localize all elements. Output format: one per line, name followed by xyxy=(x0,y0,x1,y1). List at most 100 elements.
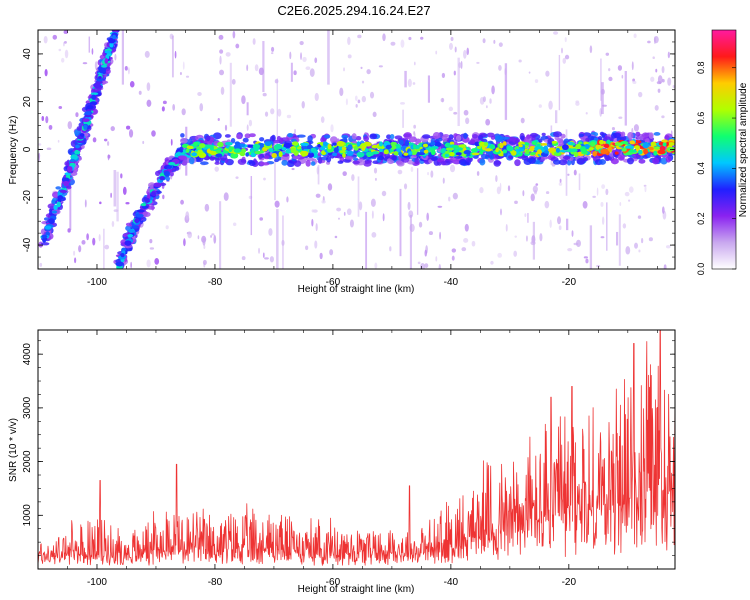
spectrogram-y-axis-label: Frequency (Hz) xyxy=(8,116,19,185)
noise-blob xyxy=(103,138,108,142)
snr-y-ticks: 1000 2000 3000 4000 xyxy=(22,340,675,570)
noise-blob xyxy=(558,182,563,186)
halo-blob xyxy=(626,157,635,165)
halo-blob xyxy=(165,176,171,182)
core-blob xyxy=(410,149,418,156)
halo-blob xyxy=(230,137,236,144)
noise-blob xyxy=(270,108,275,115)
halo-blob xyxy=(259,137,265,142)
halo-blob xyxy=(344,156,354,160)
noise-blob xyxy=(378,65,383,68)
core-blob xyxy=(590,141,596,147)
halo-blob xyxy=(342,136,348,143)
noise-blob xyxy=(532,185,538,193)
spectrogram-x-tick-label: -60 xyxy=(326,277,341,288)
spectrogram-y-tick-label: 40 xyxy=(22,48,33,60)
streak-blob xyxy=(219,201,222,269)
noise-blob xyxy=(223,192,229,201)
noise-blob xyxy=(241,95,246,105)
streak-blob xyxy=(357,176,360,217)
noise-blob xyxy=(625,246,631,255)
core-blob xyxy=(291,141,299,146)
noise-blob xyxy=(358,201,363,211)
core-blob xyxy=(310,148,317,153)
noise-blob xyxy=(174,50,177,59)
streak-blob xyxy=(116,171,119,222)
streak-blob xyxy=(578,173,581,191)
noise-blob xyxy=(369,91,375,99)
noise-blob xyxy=(197,92,202,97)
noise-blob xyxy=(235,176,239,179)
halo-blob xyxy=(200,161,209,165)
noise-blob xyxy=(263,177,266,181)
core-blob xyxy=(124,240,132,246)
colorbar-tick-label: 0.0 xyxy=(696,263,706,276)
noise-blob xyxy=(357,99,361,104)
halo-blob xyxy=(508,155,514,160)
halo-blob xyxy=(115,270,123,277)
noise-blob xyxy=(439,231,441,240)
streak-blob xyxy=(527,213,529,223)
halo-blob xyxy=(463,132,468,140)
noise-blob xyxy=(672,84,675,89)
noise-blob xyxy=(138,90,142,95)
noise-blob xyxy=(58,105,63,109)
noise-blob xyxy=(44,69,48,77)
noise-blob xyxy=(522,190,525,197)
core-blob xyxy=(449,141,455,146)
noise-blob xyxy=(185,75,190,78)
noise-blob xyxy=(420,36,424,40)
noise-blob xyxy=(124,66,128,71)
noise-blob xyxy=(634,242,638,249)
noise-blob xyxy=(343,67,346,72)
noise-blob xyxy=(330,124,334,133)
core-blob xyxy=(451,145,459,149)
noise-blob xyxy=(663,264,667,269)
noise-blob xyxy=(535,183,539,186)
streak-blob xyxy=(276,78,278,148)
snr-x-tick-label: -60 xyxy=(326,577,341,588)
noise-blob xyxy=(99,201,102,205)
noise-blob xyxy=(498,42,503,47)
noise-blob xyxy=(41,115,45,121)
core-blob xyxy=(91,94,97,100)
noise-blob xyxy=(601,216,605,225)
halo-blob xyxy=(641,132,650,138)
halo-blob xyxy=(465,157,473,163)
noise-blob xyxy=(162,194,165,200)
core-blob xyxy=(448,152,455,157)
noise-blob xyxy=(64,49,69,59)
noise-blob xyxy=(661,78,665,83)
core-blob xyxy=(136,213,144,218)
noise-blob xyxy=(334,235,338,239)
core-blob xyxy=(419,148,425,154)
streak-blob xyxy=(250,176,253,236)
halo-blob xyxy=(389,133,395,140)
noise-blob xyxy=(558,225,562,231)
noise-blob xyxy=(154,257,160,265)
spectrogram-x-tick-label: -20 xyxy=(562,277,577,288)
noise-blob xyxy=(374,262,378,269)
noise-blob xyxy=(539,233,543,242)
halo-blob xyxy=(613,132,622,138)
core-blob xyxy=(403,152,409,156)
noise-blob xyxy=(592,195,596,198)
noise-blob xyxy=(111,220,115,228)
noise-blob xyxy=(618,116,623,119)
core-blob xyxy=(250,152,257,158)
noise-blob xyxy=(315,193,321,198)
noise-blob xyxy=(650,76,655,82)
noise-blob xyxy=(382,33,386,42)
noise-blob xyxy=(39,262,43,267)
noise-blob xyxy=(638,91,643,98)
core-blob xyxy=(336,140,345,147)
noise-blob xyxy=(665,245,671,249)
noise-blob xyxy=(589,45,593,54)
streak-blob xyxy=(409,214,412,269)
halo-blob xyxy=(187,138,193,145)
streak-blob xyxy=(504,63,508,120)
core-blob xyxy=(444,142,451,148)
halo-blob xyxy=(363,135,370,142)
halo-blob xyxy=(352,157,359,161)
noise-blob xyxy=(67,121,73,130)
